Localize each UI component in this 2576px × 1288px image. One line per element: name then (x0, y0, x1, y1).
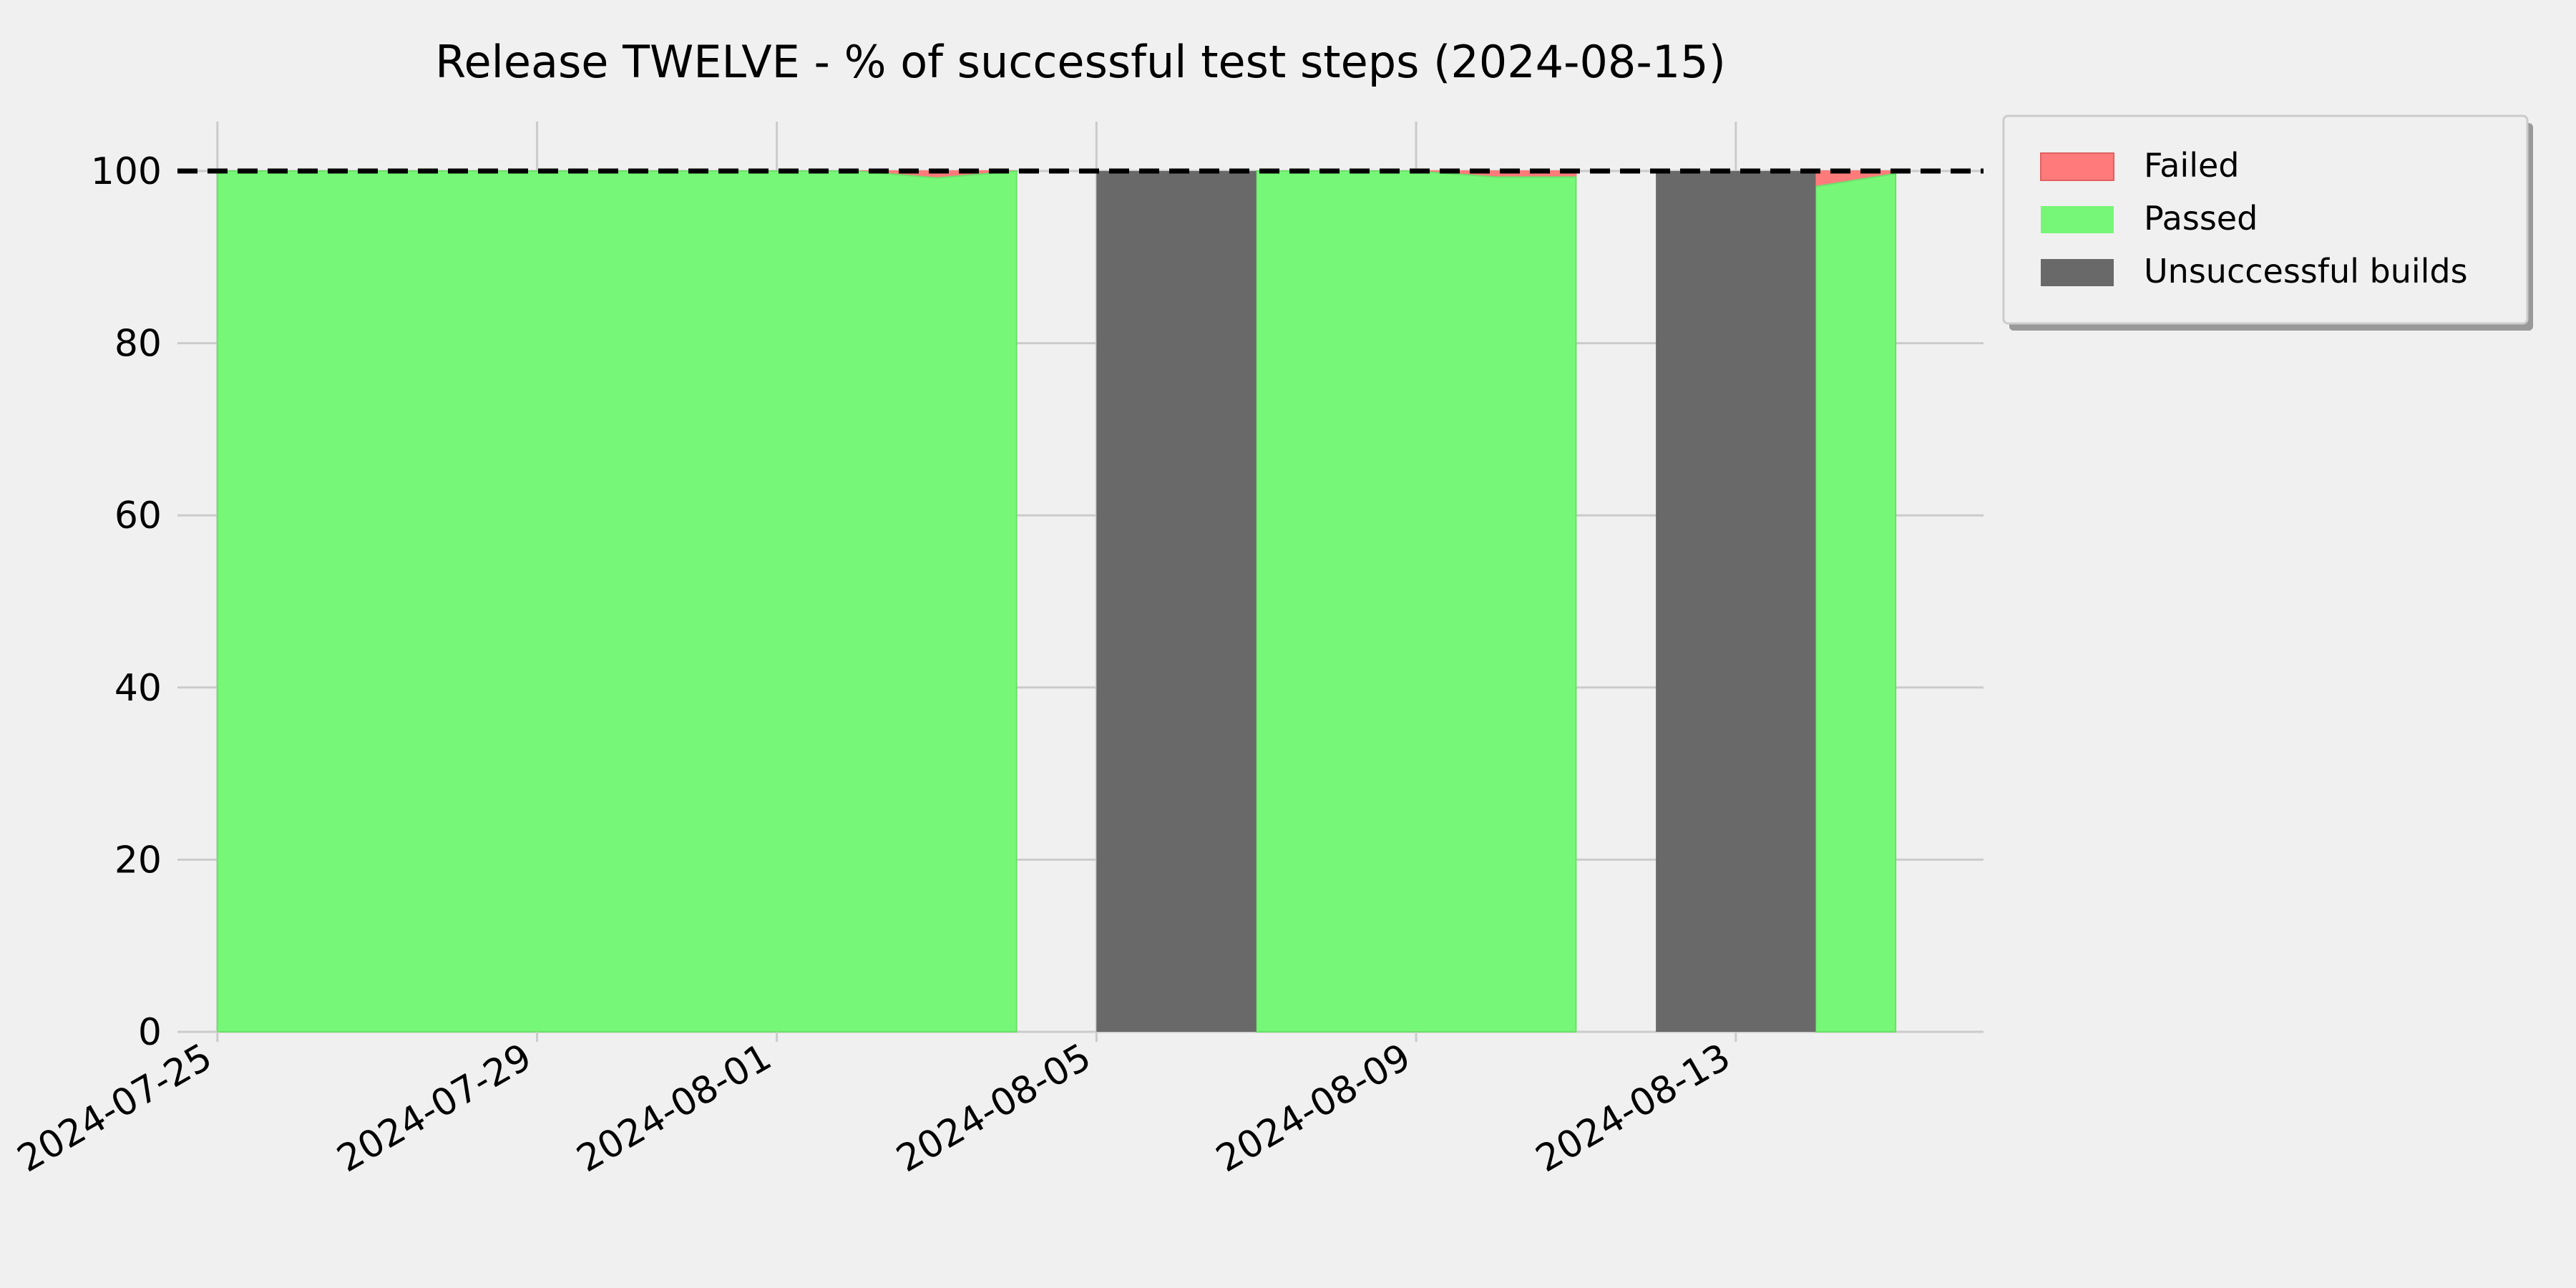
legend-swatch-failed (2040, 152, 2114, 181)
unsuccessful-build-bar (1656, 171, 1816, 1032)
y-tick-label: 40 (114, 667, 162, 710)
x-tick-label: 2024-07-25 (11, 1035, 220, 1181)
y-tick-label: 20 (114, 839, 162, 882)
y-tick-label: 60 (114, 494, 162, 537)
x-tick-label: 2024-08-01 (570, 1035, 779, 1181)
passed-area (1255, 170, 1577, 1033)
x-tick-label: 2024-08-05 (889, 1035, 1098, 1181)
legend-label: Passed (2144, 199, 2258, 238)
x-tick-label: 2024-08-09 (1209, 1035, 1418, 1181)
passed-area (1815, 172, 1897, 1033)
y-tick-label: 0 (138, 1011, 162, 1054)
passed-area (216, 170, 1018, 1033)
unsuccessful-build-bar (1096, 171, 1257, 1032)
legend-label: Unsuccessful builds (2144, 252, 2468, 291)
y-axis: 0 20 40 60 80 100 (91, 150, 162, 1054)
x-axis: 2024-07-25 2024-07-29 2024-08-01 2024-08-05… (11, 1032, 1738, 1181)
legend: Failed Passed Unsuccessful builds (2002, 114, 2533, 331)
x-tick-label: 2024-08-13 (1529, 1035, 1738, 1181)
legend-swatch-passed (2041, 206, 2114, 233)
legend-frame (2002, 114, 2529, 325)
legend-label: Failed (2144, 146, 2240, 185)
chart-title: Release TWELVE - % of successful test st… (435, 36, 1726, 88)
legend-swatch-unsuccessful-builds (2041, 259, 2114, 286)
x-tick-label: 2024-07-29 (330, 1035, 539, 1181)
area-series (216, 170, 1897, 1033)
y-tick-label: 80 (114, 323, 162, 366)
y-tick-label: 100 (91, 150, 162, 193)
